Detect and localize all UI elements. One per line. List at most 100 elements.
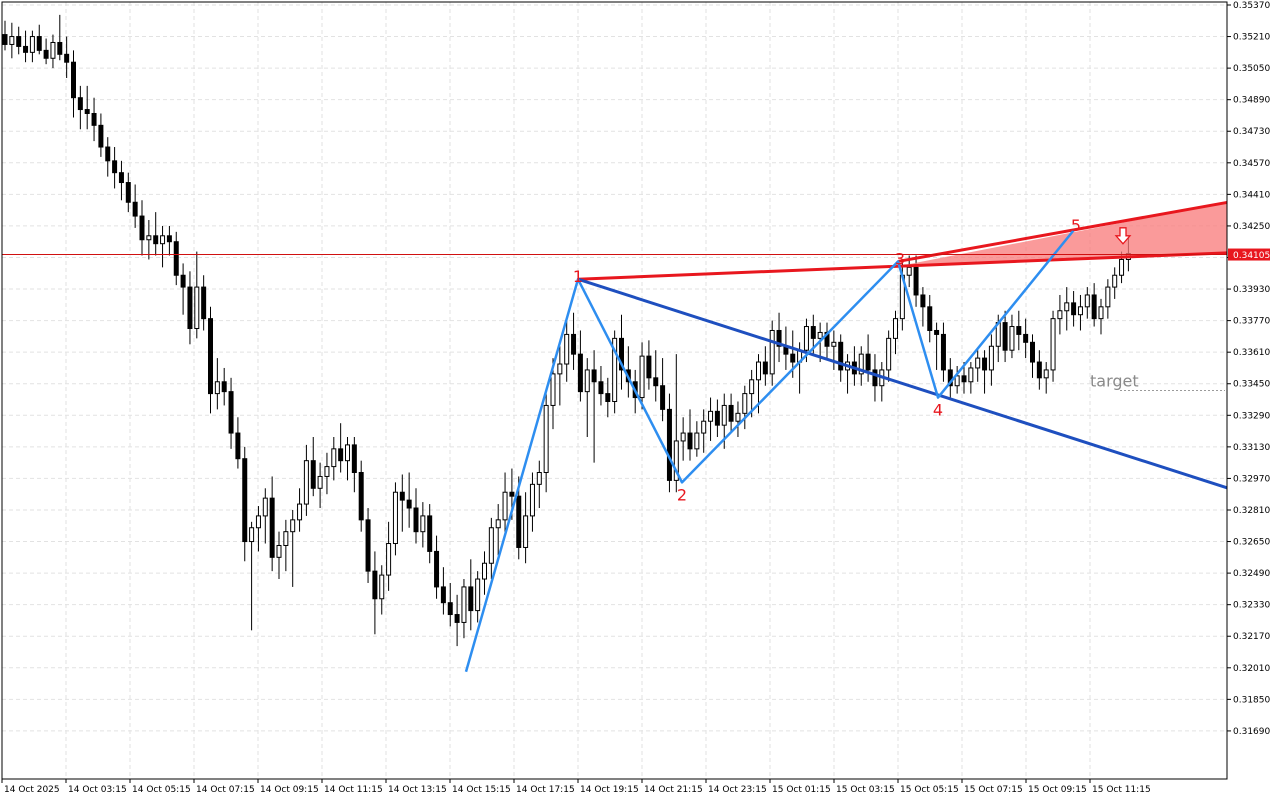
candle-bear	[338, 448, 344, 462]
candle-bull	[1098, 306, 1104, 320]
y-tick-label: 0.32330	[1233, 601, 1270, 611]
candle-bear	[153, 235, 159, 245]
x-tick-label: 15 Oct 03:15	[836, 785, 895, 795]
candle-bear	[619, 337, 624, 371]
candle-bear	[509, 491, 515, 497]
candle-bear	[571, 333, 577, 355]
candle-bull	[379, 574, 385, 600]
candle-bear	[646, 355, 652, 379]
candle-bear	[132, 201, 138, 217]
candle-bull	[1064, 302, 1070, 312]
x-tick-label: 14 Oct 07:15	[196, 785, 255, 795]
candle-bear	[762, 361, 768, 375]
y-tick-label: 0.33130	[1233, 443, 1270, 453]
candle-bull	[1112, 274, 1118, 288]
candle-bear	[221, 381, 227, 393]
pattern-zigzag	[464, 229, 1075, 673]
candle-bull	[756, 361, 761, 381]
candle-bull	[392, 491, 398, 545]
candle-bull	[1009, 326, 1015, 351]
candle-bear	[57, 41, 63, 55]
candle-bear	[1071, 302, 1077, 316]
candle-bear	[242, 458, 248, 543]
candle-bear	[714, 410, 720, 426]
candle-bull	[420, 515, 426, 533]
candle-bull	[886, 337, 892, 371]
candle-bull	[488, 527, 494, 564]
candle-bear	[1036, 361, 1042, 379]
candle-bear	[591, 369, 597, 383]
candle-bull	[769, 329, 775, 375]
candle-bear	[71, 61, 76, 99]
candle-bull	[317, 475, 323, 489]
target-label: target	[1090, 372, 1139, 391]
candle-bull	[817, 331, 823, 339]
x-tick-label: 14 Oct 09:15	[260, 785, 319, 795]
candle-bear	[310, 460, 316, 489]
candle-bear	[43, 49, 49, 59]
candle-bull	[906, 266, 912, 276]
candle-bear	[934, 329, 940, 335]
candle-bull	[612, 337, 618, 402]
candle-bear	[351, 444, 357, 474]
x-tick-label: 15 Oct 11:15	[1092, 785, 1151, 795]
blue-boundary-line	[577, 277, 1228, 490]
candle-bull	[194, 286, 200, 330]
candle-bull	[543, 404, 549, 474]
y-tick-label: 0.35210	[1233, 33, 1270, 43]
candle-bull	[639, 355, 645, 399]
candle-bull	[475, 578, 481, 612]
y-tick-label: 0.33770	[1233, 317, 1270, 327]
y-tick-label: 0.31850	[1233, 695, 1270, 705]
candle-bear	[776, 329, 782, 347]
candle-bear	[269, 497, 275, 558]
candle-bull	[9, 36, 15, 45]
x-tick-label: 14 Oct 11:15	[324, 785, 383, 795]
candle-bear	[399, 491, 405, 501]
y-tick-label: 0.33290	[1233, 411, 1270, 421]
y-tick-label: 0.35370	[1233, 1, 1270, 11]
candle-bull	[303, 460, 309, 505]
candle-bear	[2, 34, 8, 45]
candle-bear	[810, 326, 816, 339]
candle-bear	[173, 241, 179, 276]
candle-bear	[105, 146, 111, 162]
candle-bear	[98, 124, 104, 148]
candle-bull	[160, 235, 166, 245]
candle-bull	[345, 444, 350, 462]
candle-bull	[331, 448, 337, 468]
candle-bear	[365, 519, 371, 572]
y-tick-label: 0.32650	[1233, 538, 1270, 548]
x-tick-label: 14 Oct 19:15	[580, 785, 639, 795]
x-tick-label: 14 Oct 21:15	[644, 785, 703, 795]
candle-bull	[701, 420, 707, 434]
red-extension-line	[897, 200, 1228, 263]
candle-bull	[502, 491, 508, 521]
candle-bear	[927, 306, 933, 331]
candle-bear	[434, 550, 440, 588]
candle-bear	[1002, 322, 1008, 351]
candle-bear	[118, 172, 124, 184]
candle-bear	[982, 357, 988, 371]
candle-bear	[577, 353, 583, 393]
candle-bull	[536, 472, 542, 485]
plot-frame	[1, 1, 1228, 780]
candle-bear	[865, 353, 871, 371]
candle-bear	[413, 507, 419, 533]
candle-bear	[201, 286, 207, 320]
candle-bull	[749, 379, 755, 395]
candle-bull	[557, 363, 563, 375]
candle-bear	[372, 570, 378, 600]
y-tick-label: 0.33450	[1233, 380, 1270, 390]
y-tick-label: 0.32970	[1233, 474, 1270, 484]
y-tick-label: 0.34890	[1233, 96, 1270, 106]
candle-bear	[728, 404, 734, 422]
sell-arrow-icon	[1114, 227, 1132, 245]
candle-bear	[838, 341, 844, 371]
pattern-point-label-2: 2	[677, 485, 687, 504]
candle-bull	[482, 562, 487, 580]
candle-bear	[23, 45, 29, 53]
x-tick-label: 14 Oct 2025	[4, 785, 60, 795]
